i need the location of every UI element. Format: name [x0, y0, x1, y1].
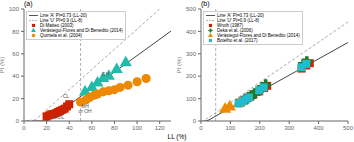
- svg-text:PI (%): PI (%): [177, 57, 182, 74]
- svg-text:CH: CH: [102, 71, 110, 77]
- svg-text:200: 200: [186, 73, 197, 79]
- html-text:Verástegui-Flores and Di Bened: Verástegui-Flores and Di Benedito (2014): [40, 28, 123, 33]
- html-text:LL (%): LL (%): [167, 133, 187, 140]
- svg-text:400: 400: [314, 125, 325, 131]
- html-text:Line 'U' PI=0.9 (LL-8): Line 'U' PI=0.9 (LL-8): [40, 18, 83, 23]
- svg-text:100: 100: [9, 6, 20, 12]
- svg-text:or OL: or OL: [52, 114, 65, 120]
- svg-text:400: 400: [186, 29, 197, 35]
- svg-text:80: 80: [111, 125, 118, 131]
- svg-text:80: 80: [12, 29, 19, 35]
- html-text:Deka et al. (2006): Deka et al. (2006): [217, 28, 253, 33]
- svg-text:500: 500: [186, 6, 197, 12]
- svg-text:0: 0: [22, 125, 26, 131]
- svg-text:20: 20: [43, 125, 50, 131]
- html-text:Wroth (1987): Wroth (1987): [217, 23, 244, 28]
- svg-text:100: 100: [225, 125, 236, 131]
- svg-text:300: 300: [186, 51, 197, 57]
- svg-text:60: 60: [12, 51, 19, 57]
- svg-text:100: 100: [186, 96, 197, 102]
- svg-text:40: 40: [12, 73, 19, 79]
- html-text:Verástegui-Flores and Di Bened: Verástegui-Flores and Di Benedito (2014): [217, 33, 300, 38]
- svg-text:20: 20: [12, 96, 19, 102]
- html-text:(b): (b): [201, 0, 210, 7]
- svg-text:500: 500: [343, 125, 346, 131]
- html-text:Line 'A' PI=0.73 (LL-20): Line 'A' PI=0.73 (LL-20): [217, 13, 265, 18]
- html-text:Botelho et al. (2017): Botelho et al. (2017): [217, 38, 258, 43]
- html-text:Di Matteo (2003): Di Matteo (2003): [40, 23, 74, 28]
- svg-text:40: 40: [66, 125, 73, 131]
- svg-text:or OH: or OH: [78, 108, 92, 114]
- html-text:Line 'A' PI=0.73 (LL-20): Line 'A' PI=0.73 (LL-20): [40, 13, 88, 18]
- svg-text:0: 0: [16, 118, 20, 124]
- svg-text:0: 0: [199, 125, 203, 131]
- svg-text:100: 100: [132, 125, 143, 131]
- svg-text:120: 120: [155, 125, 166, 131]
- svg-text:300: 300: [284, 125, 295, 131]
- html-text:Line 'U' PI=0.9 (LL-8): Line 'U' PI=0.9 (LL-8): [217, 18, 260, 23]
- svg-text:60: 60: [89, 125, 96, 131]
- svg-text:200: 200: [255, 125, 266, 131]
- svg-text:CL: CL: [63, 93, 70, 99]
- html-text:(a): (a): [24, 0, 33, 7]
- html-text:Quintela et al. (2004): Quintela et al. (2004): [40, 33, 82, 38]
- svg-text:MH: MH: [81, 103, 89, 110]
- svg-text:0: 0: [193, 118, 197, 124]
